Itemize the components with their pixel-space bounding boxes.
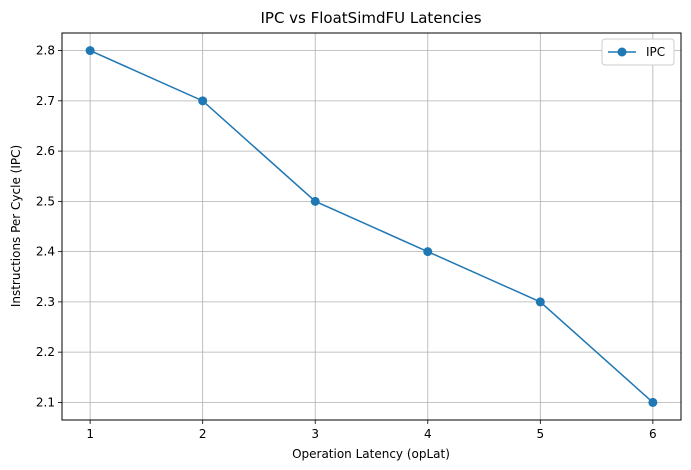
plot-area xyxy=(85,46,658,407)
x-axis-label: Operation Latency (opLat) xyxy=(292,447,450,461)
x-tick-label: 6 xyxy=(649,427,657,441)
y-axis: 2.1 2.2 2.3 2.4 2.5 2.6 2.7 2.8 xyxy=(36,44,62,409)
y-tick-label: 2.7 xyxy=(36,94,55,108)
x-tick-label: 5 xyxy=(536,427,544,441)
y-axis-label: Instructions Per Cycle (IPC) xyxy=(9,145,23,307)
data-point xyxy=(198,96,208,106)
y-tick-label: 2.4 xyxy=(36,245,55,259)
y-tick-label: 2.2 xyxy=(36,345,55,359)
data-point xyxy=(648,397,658,407)
y-tick-label: 2.8 xyxy=(36,44,55,58)
x-tick-label: 2 xyxy=(199,427,207,441)
x-tick-label: 3 xyxy=(311,427,319,441)
y-tick-label: 2.6 xyxy=(36,144,55,158)
data-point xyxy=(535,297,545,307)
legend-box xyxy=(601,38,675,66)
y-tick-label: 2.1 xyxy=(36,395,55,409)
y-tick-label: 2.3 xyxy=(36,295,55,309)
data-point xyxy=(310,196,320,206)
series-line-ipc xyxy=(89,49,654,403)
chart-title: IPC vs FloatSimdFU Latencies xyxy=(260,9,481,27)
x-tick-label: 1 xyxy=(86,427,94,441)
legend-label: IPC xyxy=(646,45,665,59)
data-point xyxy=(85,46,95,56)
axes-frame xyxy=(61,32,682,421)
x-axis: 1 2 3 4 5 6 xyxy=(86,420,657,441)
data-point xyxy=(423,247,433,257)
legend-marker-swatch xyxy=(617,47,627,57)
x-tick-label: 4 xyxy=(424,427,432,441)
y-tick-label: 2.5 xyxy=(36,194,55,208)
grid-lines xyxy=(62,33,681,420)
legend: IPC xyxy=(601,38,675,66)
